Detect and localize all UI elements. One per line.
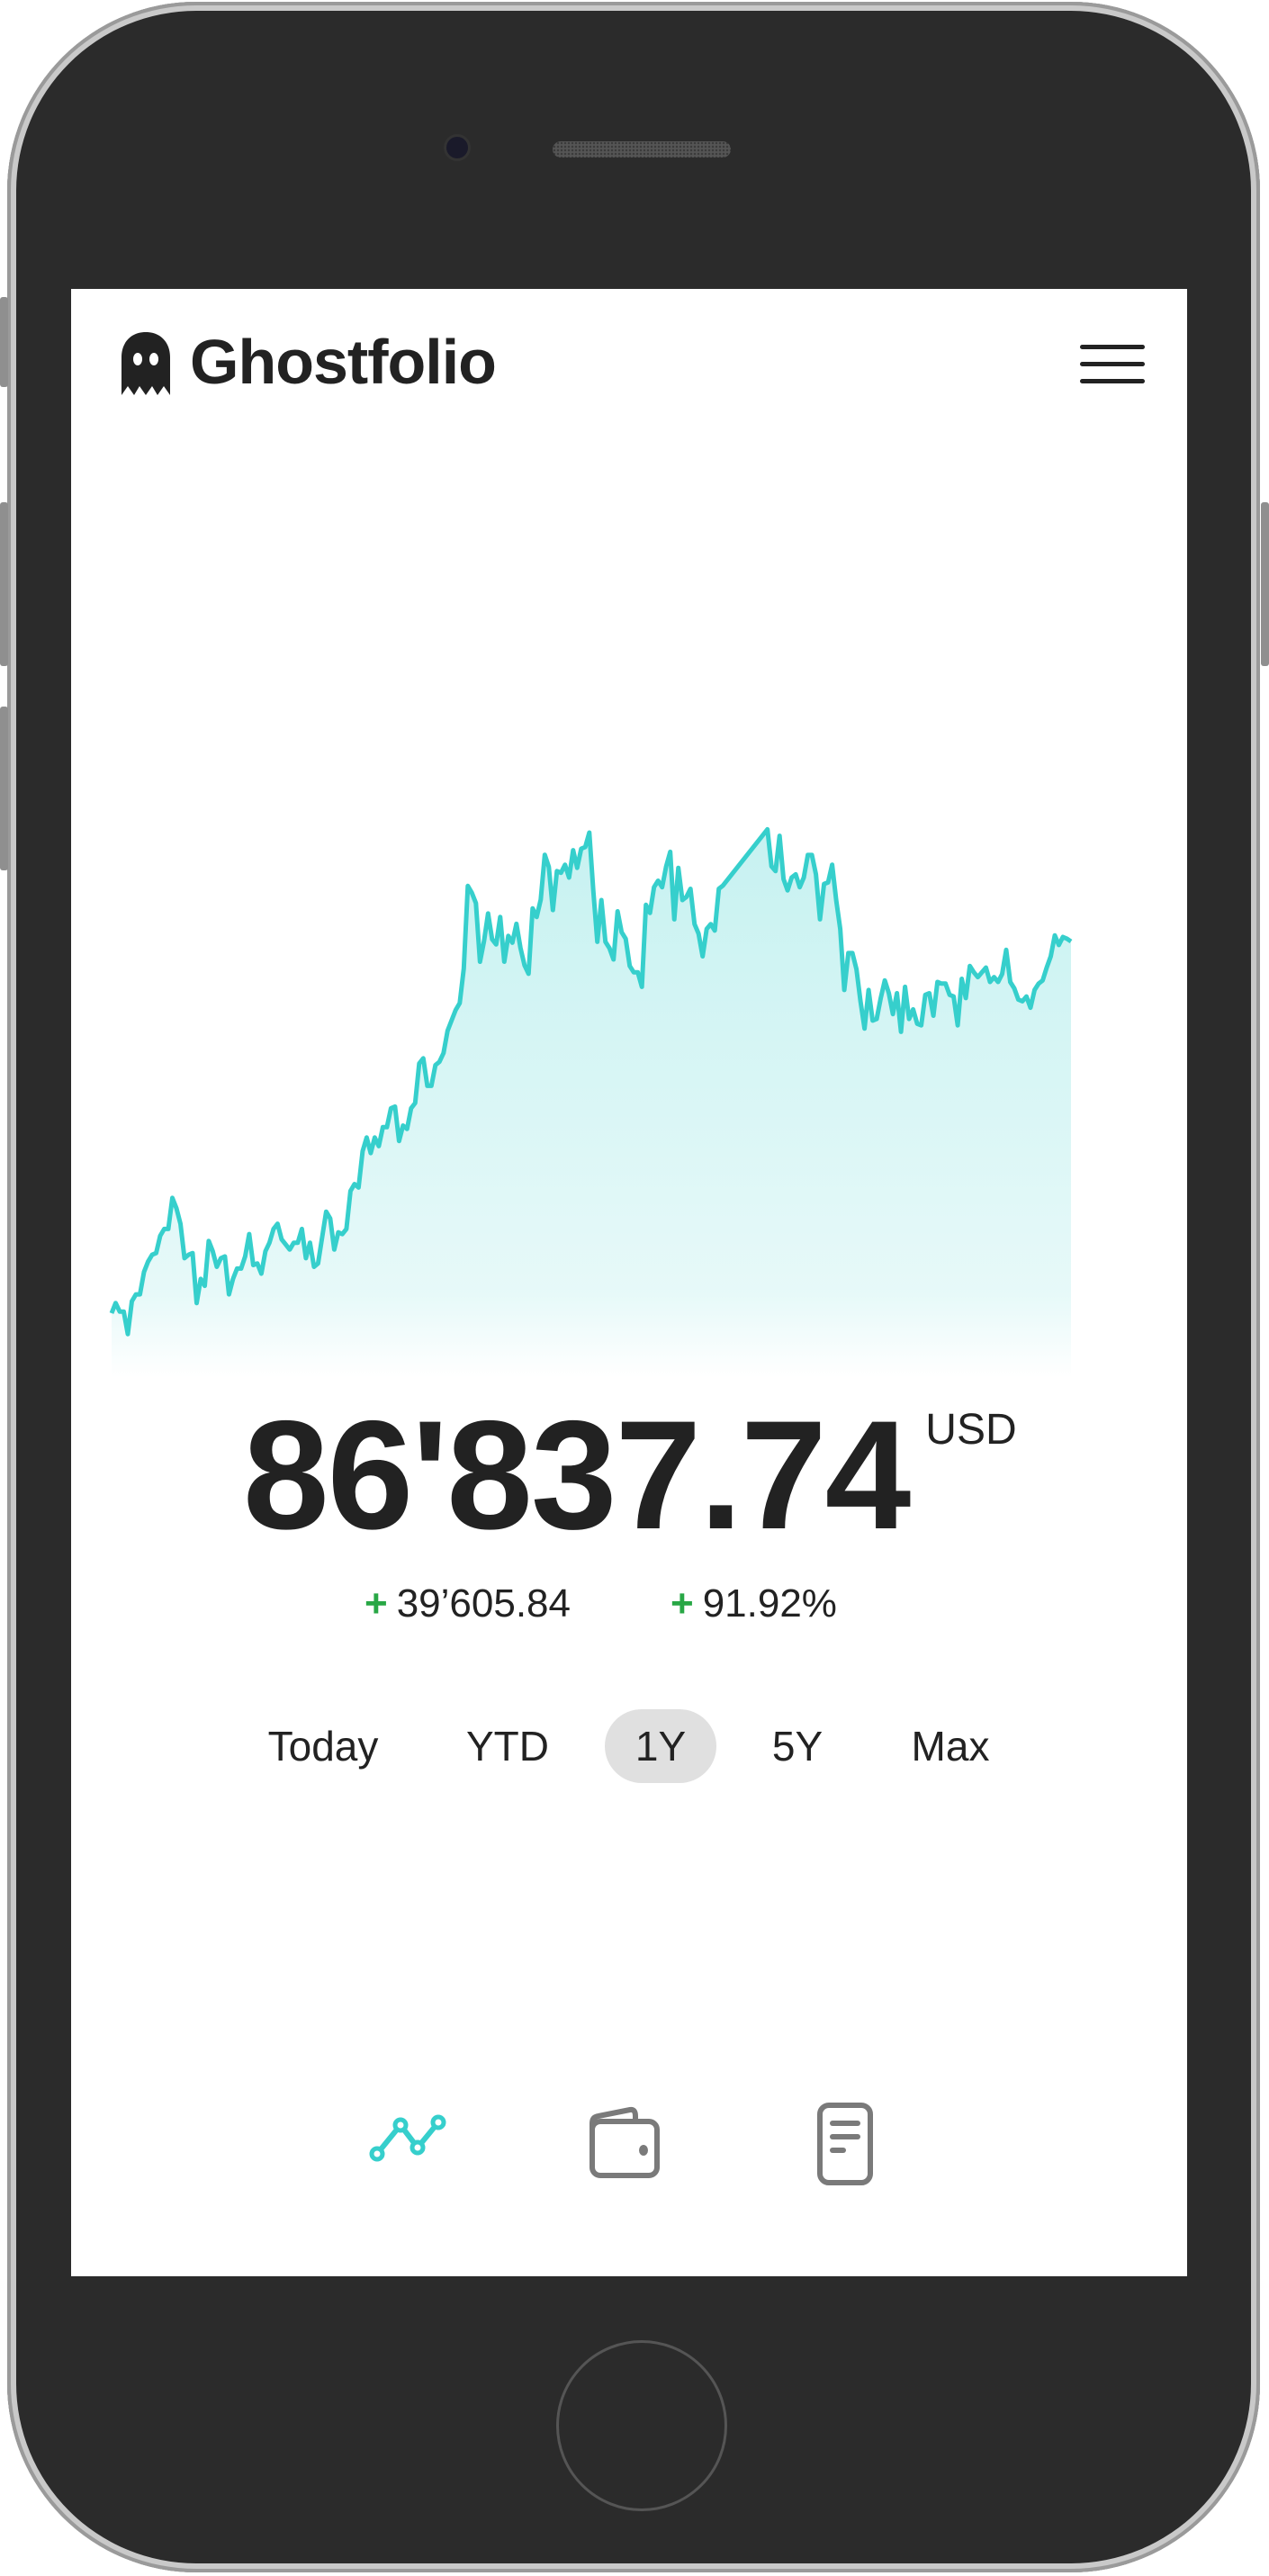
wallet-icon[interactable] xyxy=(583,2098,673,2188)
volume-down-button xyxy=(0,707,8,870)
plus-sign: + xyxy=(364,1581,388,1626)
range-5y[interactable]: 5Y xyxy=(771,1723,824,1770)
app-screen: Ghostfolio 86'837.74 USD +39’605.84 +91.… xyxy=(71,289,1187,2276)
portfolio-value-row: 86'837.74 USD xyxy=(243,1385,1017,1565)
plus-sign: + xyxy=(670,1581,694,1626)
power-button xyxy=(1261,502,1269,666)
performance-chart xyxy=(109,826,1073,1378)
series-line xyxy=(109,826,1073,1337)
range-today[interactable]: Today xyxy=(267,1723,379,1770)
mute-switch xyxy=(0,297,8,387)
range-ytd[interactable]: YTD xyxy=(466,1723,549,1770)
relative-change: +91.92% xyxy=(670,1581,837,1626)
absolute-change: +39’605.84 xyxy=(364,1581,571,1626)
range-1y[interactable]: 1Y xyxy=(605,1709,716,1783)
absolute-change-value: 39’605.84 xyxy=(396,1581,571,1626)
app-title[interactable]: Ghostfolio xyxy=(190,327,497,397)
range-max[interactable]: Max xyxy=(911,1723,990,1770)
earpiece-speaker xyxy=(553,141,731,158)
currency-label: USD xyxy=(925,1406,1017,1454)
home-button[interactable] xyxy=(556,2340,727,2511)
relative-change-value: 91.92% xyxy=(702,1581,837,1626)
portfolio-value: 86'837.74 xyxy=(243,1389,911,1562)
series-area xyxy=(112,829,1071,1378)
volume-up-button xyxy=(0,502,8,666)
ghost-icon xyxy=(122,332,170,395)
document-icon[interactable] xyxy=(800,2098,890,2188)
front-camera xyxy=(446,137,468,158)
line-chart-icon[interactable] xyxy=(366,2098,456,2188)
hamburger-menu-icon[interactable] xyxy=(1080,345,1145,384)
